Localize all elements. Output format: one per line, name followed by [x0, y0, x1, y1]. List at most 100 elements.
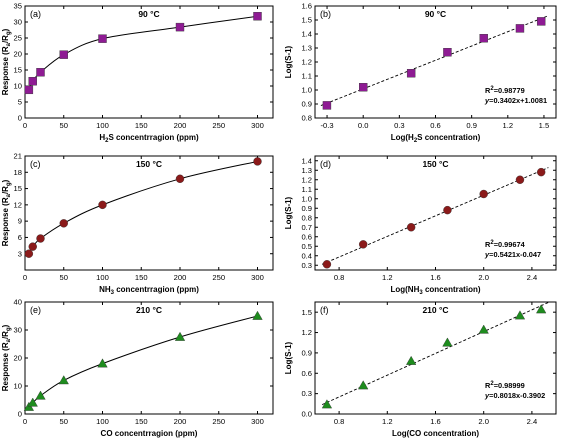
panel-label: (d) [320, 159, 331, 169]
y-tick-label: 1.0 [301, 194, 312, 203]
x-tick-label: 300 [251, 121, 264, 130]
data-point [322, 101, 332, 110]
x-tick-label: 0.8 [334, 417, 345, 426]
temperature-label: 150 °C [136, 159, 162, 169]
data-point [174, 331, 186, 341]
x-tick-label: 0 [23, 121, 27, 130]
panel-label: (c) [30, 159, 41, 169]
data-point [97, 358, 108, 368]
temperature-label: 90 °C [425, 9, 446, 19]
data-point [98, 200, 107, 210]
chart-panel-b: -0.3 0.0 0.3 0.6 0.9 1.2 1.5 0.8 0.9 1.0 1.1 1.2 1.3… [284, 2, 557, 144]
y-tick-label: 0.3 [301, 261, 312, 270]
chart-panel-f: 0.8 1.2 1.6 2.0 2.4 0.0 0.3 0.6 0.9 1.2 1.5 Log(CO … [284, 301, 557, 438]
y-tick-label: 35 [14, 2, 22, 11]
data-point [36, 68, 45, 77]
y-tick-label: 25 [14, 34, 22, 43]
data-point [28, 76, 37, 86]
x-tick-label: 50 [60, 273, 68, 282]
y-tick-label: 3 [18, 249, 22, 258]
y-tick-label: 0.6 [301, 369, 312, 378]
data-point [536, 17, 546, 26]
y-tick-label: 15 [14, 184, 22, 193]
x-axis-label: CO concentrragion (ppm) [101, 429, 198, 438]
y-tick-label: 30 [14, 326, 22, 335]
data-point [536, 304, 547, 314]
y-tick-label: 0.5 [301, 242, 312, 251]
x-tick-label: 1.6 [430, 273, 441, 282]
fit-equation-label: y=0.3402x+1.0081 [484, 96, 547, 105]
fit-equation-label: y=0.5421x-0.047 [484, 250, 541, 259]
chart-panel-c: 0 50 100 150 200 250 300 3 6 9 12 15 18 21 NH3 concent… [1, 152, 274, 296]
x-tick-label: 0.6 [430, 121, 441, 130]
data-point [175, 174, 185, 184]
x-tick-label: 2.4 [527, 417, 538, 426]
y-tick-label: 0.8 [301, 114, 312, 123]
y-tick-label: 18 [14, 168, 22, 177]
data-point [358, 380, 369, 390]
data-point [98, 34, 107, 43]
y-tick-label: 0.8 [301, 213, 312, 222]
data-point [515, 175, 525, 184]
panel-label: (e) [30, 305, 41, 315]
x-tick-label: 1.2 [503, 121, 514, 130]
series-line [28, 315, 258, 408]
x-axis-label: Log(NH3 concentration) [390, 285, 480, 296]
data-point [252, 310, 263, 320]
data-point [359, 82, 368, 92]
data-point [27, 397, 38, 407]
x-tick-label: 50 [60, 417, 68, 426]
data-point [443, 205, 452, 215]
x-tick-label: 200 [174, 121, 187, 130]
x-tick-label: 2.0 [478, 273, 489, 282]
x-tick-label: 250 [212, 121, 225, 130]
data-point [536, 167, 546, 177]
data-point [59, 219, 68, 228]
series-line [28, 160, 258, 254]
data-point [36, 234, 45, 243]
y-tick-label: 6 [18, 233, 22, 242]
y-tick-label: 1.1 [301, 185, 312, 194]
y-tick-label: 20 [14, 354, 22, 363]
y-tick-label: 1.6 [301, 2, 312, 11]
data-point [35, 390, 46, 400]
temperature-label: 150 °C [422, 159, 448, 169]
y-tick-label: 40 [14, 298, 22, 307]
y-tick-label: 1.4 [301, 30, 312, 39]
x-tick-label: 0 [23, 273, 27, 282]
x-tick-label: 50 [60, 121, 68, 130]
data-point [406, 223, 416, 232]
y-tick-label: 5 [18, 98, 22, 107]
y-tick-label: 1.3 [301, 166, 312, 175]
y-tick-label: 12 [14, 200, 22, 209]
y-tick-label: 20 [14, 50, 22, 59]
x-tick-label: 250 [212, 273, 225, 282]
fit-line [321, 167, 549, 265]
data-point [175, 22, 185, 32]
x-axis-label: NH3 concentrragion (ppm) [99, 285, 199, 296]
fit-line [320, 15, 549, 107]
x-tick-label: 200 [174, 417, 187, 426]
y-axis-label: Log(S-1) [284, 341, 293, 374]
y-tick-label: 1.2 [301, 328, 312, 337]
y-tick-label: 30 [14, 18, 22, 27]
y-tick-label: 0.9 [301, 349, 312, 358]
y-tick-label: 0 [18, 114, 22, 123]
panel-label: (f) [320, 305, 329, 315]
y-axis-label: Response (Ra/Rg) [1, 324, 12, 391]
x-tick-label: 1.2 [382, 417, 393, 426]
data-point [24, 85, 34, 95]
data-point [322, 260, 332, 269]
x-tick-label: 0 [23, 417, 27, 426]
x-tick-label: 1.6 [430, 417, 441, 426]
x-tick-label: 0.8 [334, 273, 345, 282]
chart-panel-a: 0 50 100 150 200 250 300 0 5 10 15 20 25 30 35 H2S conc… [1, 2, 274, 144]
x-tick-label: -0.3 [321, 121, 334, 130]
x-tick-label: 100 [96, 121, 109, 130]
x-tick-label: 100 [96, 273, 109, 282]
x-tick-label: 0.3 [394, 121, 405, 130]
y-tick-label: 1.5 [301, 308, 312, 317]
x-tick-label: 100 [96, 417, 109, 426]
x-tick-label: 1.5 [539, 121, 550, 130]
x-tick-label: 300 [251, 417, 264, 426]
